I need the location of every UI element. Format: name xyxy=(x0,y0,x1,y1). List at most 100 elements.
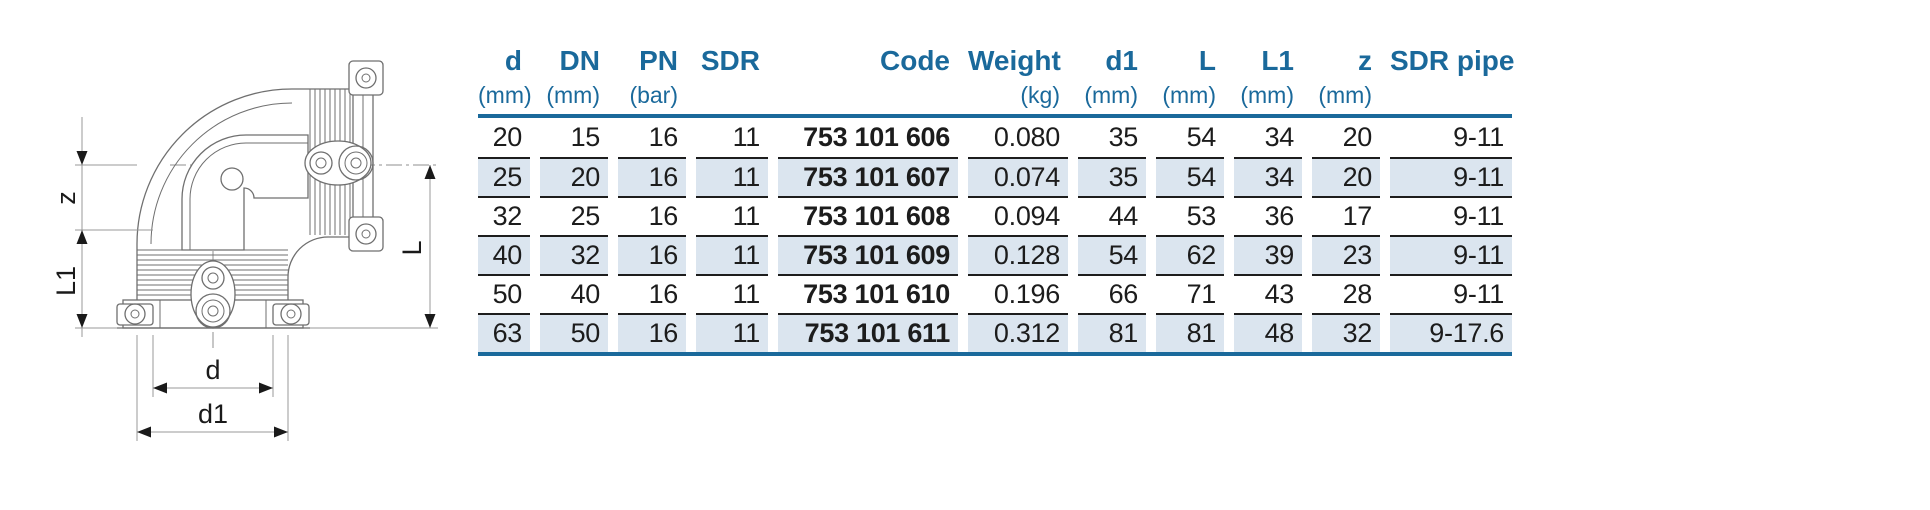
table-cell-d1-row1: 35 xyxy=(1108,122,1139,152)
column-header-z: z xyxy=(1358,45,1372,76)
table-cell-dn-row2: 20 xyxy=(540,157,608,196)
table-cell-l-row4: 62 xyxy=(1156,235,1224,274)
dimension-l: L xyxy=(310,165,438,329)
right-flange xyxy=(348,60,384,252)
table-cell-z-row4: 23 xyxy=(1312,235,1380,274)
table-cell-sdr-pipe-row6: 9-17.6 xyxy=(1390,313,1512,352)
table-cell-d-row1: 20 xyxy=(492,122,523,152)
table-cell-weight-row1: 0.080 xyxy=(993,122,1060,152)
table-cell-sdr-pipe-row2: 9-11 xyxy=(1390,157,1512,196)
column-header-code: Code xyxy=(880,45,950,76)
table-cell-d1-row5: 66 xyxy=(1078,274,1146,313)
dimension-z-l1: z L1 xyxy=(51,117,153,337)
table-cell-d1-row2: 35 xyxy=(1078,157,1146,196)
table-cell-sdr-row6: 11 xyxy=(696,313,768,352)
table-cell-l1-row2: 34 xyxy=(1234,157,1302,196)
table-cell-z-row2: 20 xyxy=(1312,157,1380,196)
table-cell-code-row4: 753 101 609 xyxy=(778,235,958,274)
table-cell-weight-row5: 0.196 xyxy=(968,274,1068,313)
column-unit-sdr xyxy=(696,80,768,112)
table-cell-d-row6: 63 xyxy=(478,313,530,352)
table-top-rule xyxy=(478,114,1512,118)
table-cell-sdr-pipe-row1: 9-11 xyxy=(1453,122,1504,152)
dimension-d-d1: d d1 xyxy=(136,335,289,441)
table-cell-l1-row5: 43 xyxy=(1234,274,1302,313)
bottom-fusion-terminals xyxy=(190,260,236,329)
spec-table: d DN PN SDR Code Weight d1 L L1 z SDR pipe (mm) (mm)… xyxy=(478,38,1515,356)
column-header-weight: Weight xyxy=(968,45,1061,76)
table-cell-dn-row3: 25 xyxy=(540,196,608,235)
table-cell-code-row1: 753 101 606 xyxy=(803,122,950,152)
table-cell-sdr-pipe-row3: 9-11 xyxy=(1390,196,1512,235)
column-header-dn: DN xyxy=(559,45,600,76)
column-header-l1: L1 xyxy=(1261,45,1294,76)
table-cell-z-row3: 17 xyxy=(1312,196,1380,235)
column-header-d1: d1 xyxy=(1105,45,1138,76)
table-cell-d-row5: 50 xyxy=(478,274,530,313)
table-cell-sdr-pipe-row4: 9-11 xyxy=(1390,235,1512,274)
table-cell-dn-row4: 32 xyxy=(540,235,608,274)
column-unit-dn: (mm) xyxy=(546,82,600,108)
column-unit-l: (mm) xyxy=(1162,82,1216,108)
table-cell-pn-row1: 16 xyxy=(648,122,679,152)
table-cell-sdr-row5: 11 xyxy=(696,274,768,313)
dim-label-l1: L1 xyxy=(51,266,81,296)
table-cell-d1-row4: 54 xyxy=(1078,235,1146,274)
table-cell-dn-row5: 40 xyxy=(540,274,608,313)
column-unit-z: (mm) xyxy=(1318,82,1372,108)
table-cell-d1-row3: 44 xyxy=(1078,196,1146,235)
table-cell-code-row3: 753 101 608 xyxy=(778,196,958,235)
table-cell-pn-row4: 16 xyxy=(618,235,686,274)
table-cell-l-row3: 53 xyxy=(1156,196,1224,235)
column-unit-d: (mm) xyxy=(478,82,532,108)
table-cell-sdr-pipe-row5: 9-11 xyxy=(1390,274,1512,313)
column-unit-sdr-pipe xyxy=(1390,80,1512,112)
column-unit-weight: (kg) xyxy=(1020,82,1060,108)
table-cell-z-row6: 32 xyxy=(1312,313,1380,352)
column-header-sdr-pipe: SDR pipe xyxy=(1390,45,1515,76)
inner-pipe-bend xyxy=(181,134,309,251)
table-cell-z-row5: 28 xyxy=(1312,274,1380,313)
column-header-l: L xyxy=(1198,45,1216,76)
dim-label-z: z xyxy=(51,191,81,205)
table-cell-pn-row3: 16 xyxy=(618,196,686,235)
right-fusion-terminals xyxy=(304,140,374,186)
table-cell-sdr-row2: 11 xyxy=(696,157,768,196)
table-cell-dn-row6: 50 xyxy=(540,313,608,352)
column-unit-code xyxy=(778,80,958,112)
column-unit-l1: (mm) xyxy=(1240,82,1294,108)
column-unit-d1: (mm) xyxy=(1084,82,1138,108)
table-cell-l1-row3: 36 xyxy=(1234,196,1302,235)
dim-label-d: d xyxy=(205,355,220,385)
table-cell-l-row2: 54 xyxy=(1156,157,1224,196)
table-cell-code-row2: 753 101 607 xyxy=(778,157,958,196)
column-header-sdr: SDR xyxy=(700,45,760,76)
table-cell-d-row4: 40 xyxy=(478,235,530,274)
table-cell-l1-row6: 48 xyxy=(1234,313,1302,352)
table-cell-weight-row3: 0.094 xyxy=(968,196,1068,235)
table-cell-l1-row4: 39 xyxy=(1234,235,1302,274)
table-cell-d-row3: 32 xyxy=(478,196,530,235)
table-cell-pn-row2: 16 xyxy=(618,157,686,196)
column-header-d: d xyxy=(504,45,522,76)
table-cell-weight-row6: 0.312 xyxy=(968,313,1068,352)
dim-label-d1: d1 xyxy=(198,399,228,429)
table-cell-weight-row2: 0.074 xyxy=(968,157,1068,196)
table-cell-l1-row1: 34 xyxy=(1264,122,1295,152)
table-cell-l-row5: 71 xyxy=(1156,274,1224,313)
elbow-drawing-svg: z L1 L d d1 xyxy=(51,60,438,441)
table-cell-code-row6: 753 101 611 xyxy=(778,313,958,352)
elbow-technical-drawing: z L1 L d d1 xyxy=(20,5,460,485)
elbow-body-outline xyxy=(136,88,353,300)
table-cell-d-row2: 25 xyxy=(478,157,530,196)
dim-label-l: L xyxy=(397,240,427,255)
table-bottom-rule xyxy=(478,352,1512,356)
table-cell-pn-row5: 16 xyxy=(618,274,686,313)
table-cell-code-row5: 753 101 610 xyxy=(778,274,958,313)
table-cell-sdr-row4: 11 xyxy=(696,235,768,274)
table-cell-weight-row4: 0.128 xyxy=(968,235,1068,274)
table-cell-pn-row6: 16 xyxy=(618,313,686,352)
table-cell-dn-row1: 15 xyxy=(570,122,601,152)
column-unit-pn: (bar) xyxy=(629,82,678,108)
table-cell-l-row1: 54 xyxy=(1186,122,1217,152)
